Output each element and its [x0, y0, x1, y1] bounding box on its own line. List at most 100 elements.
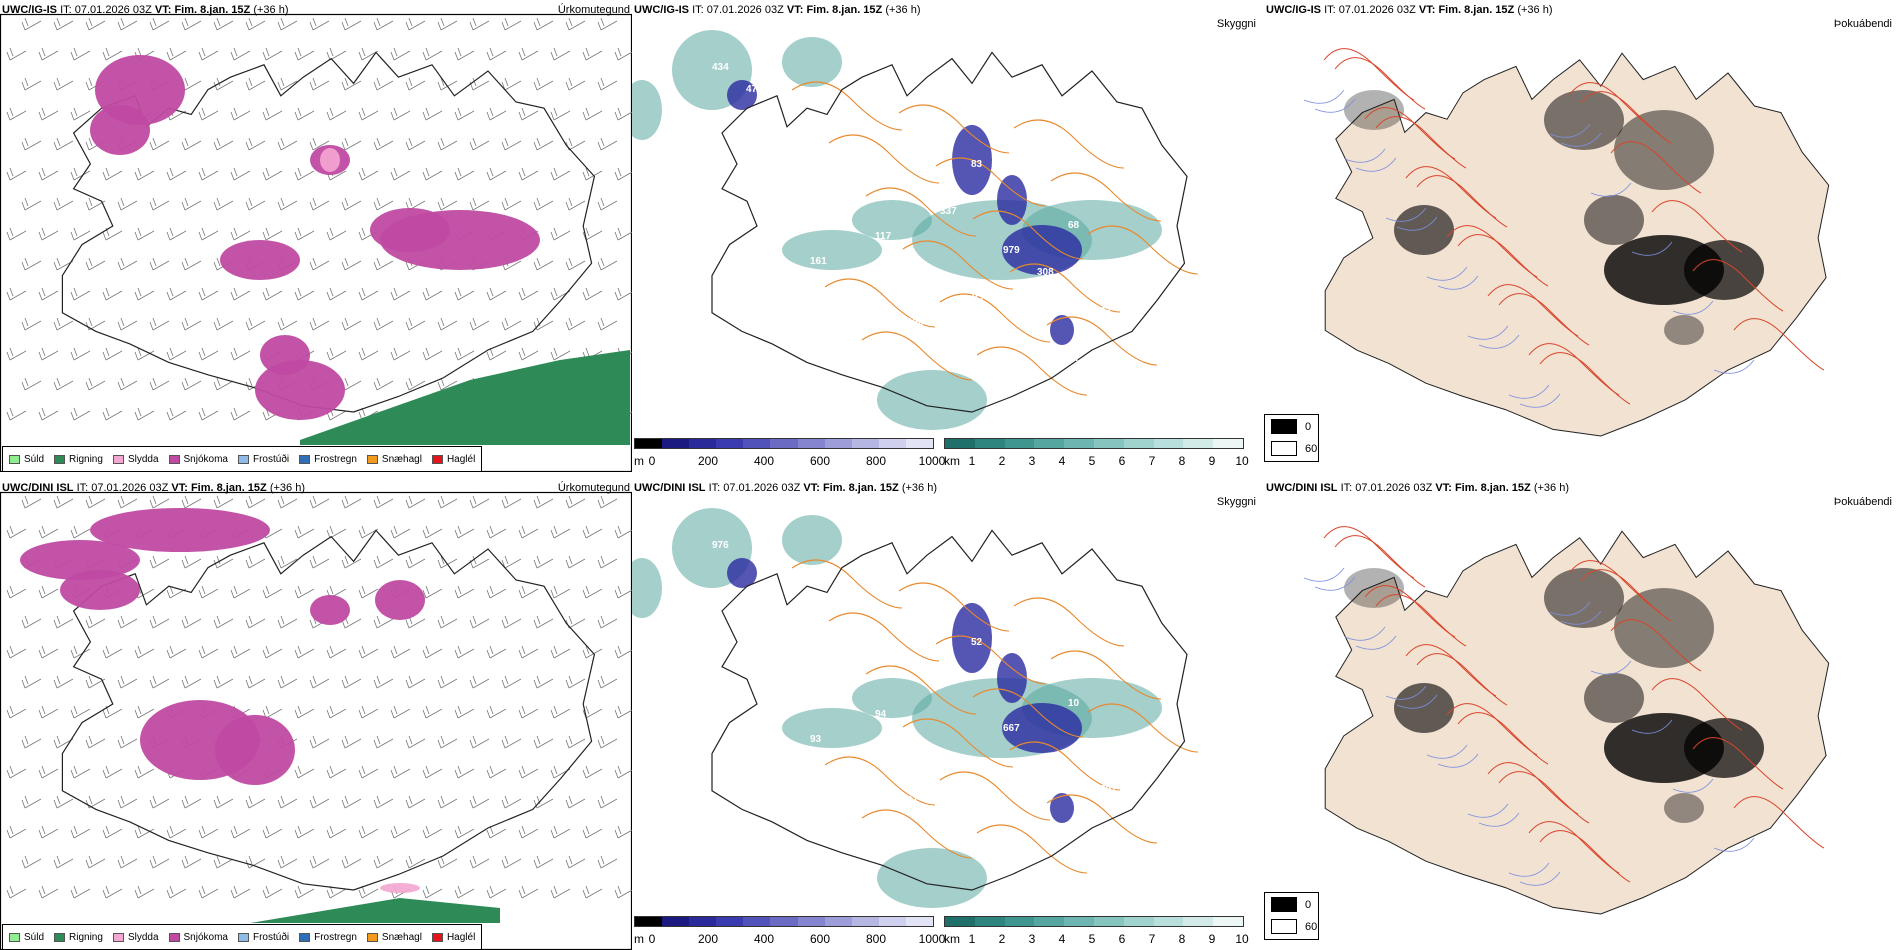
visibility-tick: 2 — [998, 454, 1006, 468]
wind-barb — [565, 17, 586, 31]
wind-barb — [486, 47, 507, 61]
wind-barb — [405, 317, 426, 331]
visibility-value: 95 — [874, 576, 886, 587]
wind-barb — [454, 765, 475, 779]
visibility-tick: 9 — [1208, 932, 1216, 946]
wind-barb — [134, 167, 155, 181]
river-line — [1467, 803, 1509, 818]
wind-barb — [21, 615, 42, 629]
wind-barb — [518, 705, 539, 719]
river-line — [1385, 207, 1427, 222]
wind-barb — [437, 137, 458, 151]
snow-area — [375, 580, 425, 620]
wind-barb — [198, 645, 219, 659]
visibility-colorbar: km 1 2 3 4 5 6 7 8 9 10 — [944, 916, 1249, 946]
fog-key-swatch — [1271, 441, 1297, 456]
wind-barb — [565, 675, 586, 689]
road-line — [1087, 703, 1199, 753]
wind-barb — [373, 615, 394, 629]
wind-barb — [70, 287, 91, 301]
panel-header: UWC/DINI ISL IT: 07.01.2026 03Z VT: Fim.… — [1266, 482, 1569, 494]
panel-title: Þokuábendi — [1833, 496, 1892, 508]
wind-barb — [358, 347, 379, 361]
visibility-value: 81 — [939, 551, 951, 562]
wind-barb — [309, 77, 330, 91]
wind-barb — [486, 645, 507, 659]
land-area — [1324, 530, 1830, 915]
wind-barb — [181, 317, 202, 331]
legend-swatch — [299, 454, 311, 464]
wind-barb — [326, 47, 347, 61]
visibility-panel: 976 182 821 667 291 113 95 52 10 101 12 81 63 165 93 97… — [632, 478, 1264, 950]
height-colorbar-strip — [634, 916, 934, 927]
wind-barb — [454, 287, 475, 301]
visibility-value: 117 — [875, 231, 892, 242]
wind-barb — [533, 77, 554, 91]
wind-barb — [181, 137, 202, 151]
wind-barb — [501, 675, 522, 689]
wind-barb — [213, 17, 234, 31]
wind-barb — [262, 885, 283, 899]
wind-barb — [597, 257, 618, 271]
legend-item: Frostregn — [299, 454, 357, 465]
wind-barb — [501, 317, 522, 331]
visibility-value: 149 — [1004, 378, 1021, 389]
wind-barb — [149, 555, 170, 569]
wind-barb — [518, 167, 539, 181]
wind-barb — [262, 227, 283, 241]
fog-area — [1544, 90, 1624, 150]
wind-barb — [614, 645, 632, 659]
sleet-area — [380, 883, 420, 893]
visibility-value: 10 — [1068, 698, 1080, 709]
river-line — [1355, 635, 1397, 650]
road-line — [1733, 318, 1825, 371]
wind-barb — [102, 407, 123, 421]
wind-barb — [198, 885, 219, 899]
fog-area — [1344, 90, 1404, 130]
height-tick: 600 — [809, 454, 831, 468]
header-vt-value: Fim. 8.jan. 15Z — [1454, 482, 1531, 494]
wind-barb — [437, 735, 458, 749]
river-line — [1549, 123, 1591, 138]
wind-barb — [533, 495, 554, 509]
header-vt-value: Fim. 8.jan. 15Z — [822, 482, 899, 494]
visibility-value: 751 — [906, 184, 923, 195]
snow-area — [215, 715, 295, 785]
road-line — [791, 559, 903, 609]
header-it-value: 07.01.2026 03Z — [723, 482, 801, 494]
road-line — [1692, 737, 1784, 790]
wind-barb — [550, 645, 571, 659]
wind-barb — [245, 615, 266, 629]
wind-barb — [294, 825, 315, 839]
wind-barb — [390, 287, 411, 301]
wind-barb — [134, 645, 155, 659]
height-tick: 1000 — [918, 454, 946, 468]
wind-barb — [550, 347, 571, 361]
panel-header: UWC/IG-IS IT: 07.01.2026 03Z VT: Fim. 8.… — [1266, 4, 1553, 16]
wind-barb — [437, 77, 458, 91]
visibility-tick: 1 — [968, 454, 976, 468]
wind-barb — [437, 495, 458, 509]
wind-barb — [149, 257, 170, 271]
wind-barb — [518, 825, 539, 839]
wind-barb — [213, 197, 234, 211]
wind-barb — [309, 495, 330, 509]
wind-barb — [373, 77, 394, 91]
wind-barb — [326, 347, 347, 361]
precip-map — [0, 13, 632, 472]
road-line — [861, 809, 973, 859]
wind-barb — [262, 287, 283, 301]
road-line — [1610, 141, 1702, 194]
wind-barb — [38, 287, 59, 301]
legend-item: Súld — [9, 454, 44, 465]
river-line — [1478, 334, 1520, 349]
wind-barb — [21, 377, 42, 391]
wind-barb — [6, 525, 27, 539]
visibility-value: 47 — [746, 84, 758, 95]
visibility-value: 744 — [1101, 587, 1118, 598]
wind-barb — [262, 167, 283, 181]
visibility-value: 61 — [714, 328, 726, 339]
wind-barb — [230, 287, 251, 301]
wind-barb — [597, 495, 618, 509]
fog-area — [1584, 673, 1644, 723]
